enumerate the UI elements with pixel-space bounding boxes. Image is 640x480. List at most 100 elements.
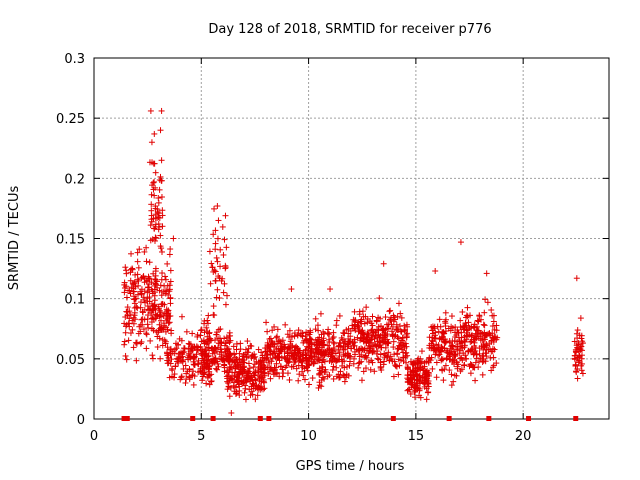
- data-point: [489, 323, 496, 330]
- data-point: [398, 341, 405, 348]
- data-point: [162, 276, 169, 283]
- gap-marker: [266, 416, 272, 421]
- data-point: [307, 348, 314, 355]
- data-point: [123, 356, 130, 363]
- data-point: [186, 373, 193, 380]
- data-point: [446, 349, 453, 356]
- data-point: [146, 307, 153, 314]
- data-point: [337, 374, 344, 381]
- data-point: [133, 303, 140, 310]
- data-point: [318, 331, 325, 338]
- data-point: [351, 355, 358, 362]
- data-point: [158, 194, 165, 201]
- data-point: [429, 323, 436, 330]
- data-point: [133, 357, 140, 364]
- data-point: [244, 338, 251, 345]
- data-point: [167, 267, 174, 274]
- data-point: [149, 355, 156, 362]
- data-point: [481, 344, 488, 351]
- data-point: [397, 342, 404, 349]
- data-point: [233, 340, 240, 347]
- data-point: [149, 182, 156, 189]
- data-point: [209, 360, 216, 367]
- data-point: [130, 344, 137, 351]
- data-point: [143, 244, 150, 251]
- data-point: [386, 316, 393, 323]
- data-point: [178, 337, 185, 344]
- data-point: [377, 351, 384, 358]
- data-point: [143, 345, 150, 352]
- data-point: [190, 361, 197, 368]
- data-point: [269, 341, 276, 348]
- data-point: [220, 289, 227, 296]
- data-point: [439, 356, 446, 363]
- data-point: [363, 304, 370, 311]
- data-point: [381, 329, 388, 336]
- data-point: [303, 363, 310, 370]
- data-point: [410, 372, 417, 379]
- data-point: [208, 378, 215, 385]
- data-point: [158, 288, 165, 295]
- data-point: [320, 342, 327, 349]
- data-point: [380, 260, 387, 267]
- data-point: [452, 353, 459, 360]
- data-point: [471, 342, 478, 349]
- data-point: [279, 373, 286, 380]
- data-point: [159, 248, 166, 255]
- data-point: [224, 345, 231, 352]
- data-point: [412, 394, 419, 401]
- data-point: [284, 370, 291, 377]
- data-point: [479, 337, 486, 344]
- data-point: [341, 372, 348, 379]
- data-point: [263, 319, 270, 326]
- data-point: [240, 351, 247, 358]
- data-point: [273, 369, 280, 376]
- data-point: [127, 290, 134, 297]
- data-point: [127, 330, 134, 337]
- data-point: [213, 254, 220, 261]
- data-point: [122, 329, 129, 336]
- data-point: [213, 366, 220, 373]
- data-point: [148, 212, 155, 219]
- data-point: [164, 282, 171, 289]
- y-tick-label: 0.25: [56, 112, 85, 127]
- data-point: [148, 218, 155, 225]
- data-point: [387, 307, 394, 314]
- data-point: [199, 377, 206, 384]
- data-point: [161, 310, 168, 317]
- data-point: [170, 235, 177, 242]
- data-point: [143, 331, 150, 338]
- data-point: [215, 340, 222, 347]
- data-point: [121, 289, 128, 296]
- data-point: [480, 346, 487, 353]
- data-point: [338, 334, 345, 341]
- data-point: [380, 358, 387, 365]
- data-point: [217, 345, 224, 352]
- data-point: [152, 215, 159, 222]
- data-point: [483, 332, 490, 339]
- data-point: [404, 387, 411, 394]
- data-point: [357, 328, 364, 335]
- data-point: [178, 373, 185, 380]
- data-point: [289, 353, 296, 360]
- data-point: [489, 348, 496, 355]
- data-point: [227, 365, 234, 372]
- data-point: [485, 330, 492, 337]
- data-point: [416, 387, 423, 394]
- data-point: [478, 330, 485, 337]
- gap-marker: [124, 416, 130, 421]
- data-point: [125, 337, 132, 344]
- data-point: [215, 335, 222, 342]
- data-point: [200, 369, 207, 376]
- data-point: [370, 328, 377, 335]
- data-point: [448, 343, 455, 350]
- data-point: [300, 372, 307, 379]
- data-point: [148, 279, 155, 286]
- data-point: [270, 371, 277, 378]
- data-point: [470, 323, 477, 330]
- data-point: [172, 363, 179, 370]
- data-point: [250, 364, 257, 371]
- data-point: [480, 321, 487, 328]
- data-point: [149, 352, 156, 359]
